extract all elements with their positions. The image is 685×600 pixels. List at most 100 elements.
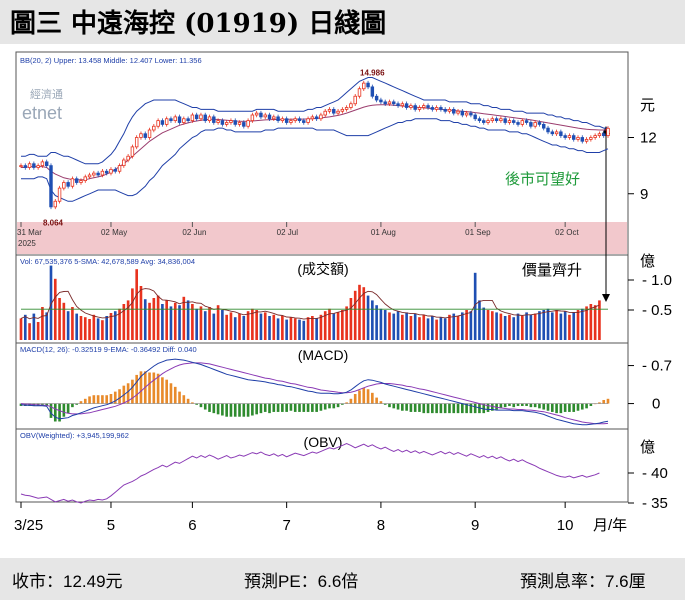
chart-title: 圖三 中遠海控 (01919) 日綫圖 [10,8,386,39]
macd-histogram-bar [499,403,503,409]
volume-bar [589,304,593,340]
volume-bar [19,318,23,340]
candle-body [237,122,242,125]
candle-body [104,170,109,174]
macd-histogram-bar [263,403,267,412]
candle-body [413,105,417,110]
candle-body [199,114,203,120]
macd-histogram-bar [182,395,186,404]
macd-tick-label: 0 [652,396,660,413]
macd-histogram-bar [559,403,563,414]
volume-bar [23,314,27,340]
macd-histogram-bar [593,403,597,405]
candle-body [344,107,349,110]
macd-histogram-bar [272,403,276,412]
volume-bar [246,311,250,340]
candle-body [40,161,45,167]
macd-histogram-bar [96,395,100,404]
volume-bar [156,295,160,340]
candle-body [494,118,499,122]
macd-histogram-bar [186,398,190,404]
macd-histogram-bar [486,403,490,412]
candle-body [272,116,276,120]
candle-body [572,135,576,140]
volume-bar [418,317,421,340]
volume-bar [431,316,434,340]
candle-body [186,118,190,122]
year-label: 2025 [18,239,36,248]
candle-body [383,101,387,105]
plot-frame [15,51,629,503]
volume-bar [268,316,271,340]
macd-histogram-bar [49,403,53,418]
volume-bar [289,317,293,340]
volume-bar [379,308,383,340]
macd-histogram-bar [135,374,139,404]
macd-histogram-bar [58,403,61,422]
volume-bar [311,316,314,340]
candle-body [302,120,306,123]
macd-histogram-bar [383,403,387,405]
volume-bar [426,318,430,340]
candle-body [507,120,512,123]
candle-body [392,101,396,105]
candle-body [96,172,100,176]
volume-bar [45,312,49,340]
volume-bar [576,310,580,340]
candle-body [597,133,602,137]
candle-body [220,120,225,125]
volume-bar [323,311,327,340]
volume-bar [75,313,79,340]
macd-histogram-bar [323,403,327,410]
candle-body [452,108,456,114]
macd-histogram-bar [503,403,507,408]
volume-bar [96,318,100,340]
date-tick-label: 01 Sep [465,228,491,237]
volume-bar [525,312,528,340]
volume-bar [293,318,297,340]
macd-histogram-bar [41,403,44,405]
price-unit: 元 [640,97,655,114]
macd-tick-label: - 0.7 [642,358,672,375]
candle-body [353,95,357,105]
price-tick-label: 12 [640,130,657,147]
volume-bar [101,320,104,340]
candle-body [126,155,130,161]
volume-bar [508,314,511,340]
volume-tick-label: - 1.0 [642,272,672,289]
volume-bar [568,314,571,340]
volume-bar [233,317,237,340]
candle-body [490,118,495,122]
candle-body [464,112,469,116]
macd-histogram-bar [152,372,156,404]
macd-histogram-bar [238,403,241,417]
volume-bar [315,318,318,340]
candle-body [134,137,139,148]
date-tick-label: 02 May [101,228,127,237]
volume-bar [572,312,576,340]
obv-tick-label: - 35 [642,495,668,512]
macd-histogram-bar [353,394,357,404]
volume-bar [41,307,44,340]
candle-body [327,108,332,112]
candle-body [430,107,435,110]
volume-bar [546,308,550,340]
candle-body [79,180,83,183]
x-axis-unit: 月/年 [593,517,627,534]
macd-histogram-bar [92,395,96,404]
volume-bar [242,316,246,340]
candle-body [460,110,465,116]
candle-body [362,82,366,90]
candle-body [130,146,135,157]
macd-histogram-bar [469,403,473,414]
candle-body [164,118,169,125]
candle-body [263,114,267,118]
candle-body [357,88,362,97]
candle-body [44,161,49,167]
candle-body [332,108,336,114]
macd-histogram-bar [568,403,571,412]
volume-bar [225,314,228,340]
candle-body [173,116,177,122]
macd-histogram-bar [563,403,567,412]
candle-body [601,133,606,137]
